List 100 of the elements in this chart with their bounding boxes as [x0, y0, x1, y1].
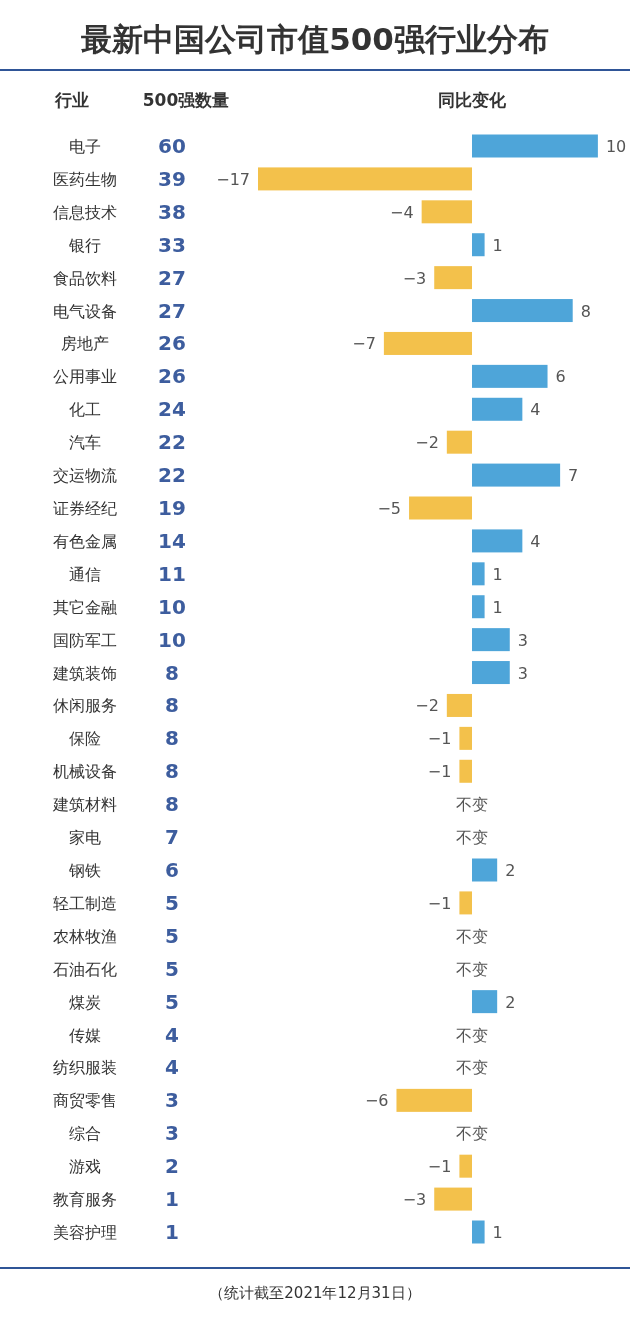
y-tick-label: 传媒 — [69, 1025, 101, 1045]
data-label: 8 — [580, 301, 591, 321]
data-label: −4 — [390, 202, 414, 222]
y-tick-label: 证券经纪 — [53, 499, 117, 518]
bar — [459, 726, 472, 750]
data-label: 22 — [158, 463, 186, 488]
y-tick-label: 交运物流 — [53, 466, 117, 486]
bar — [409, 496, 472, 520]
data-label: 27 — [158, 298, 186, 323]
data-label: 27 — [158, 265, 186, 290]
y-tick-label: 房地产 — [61, 334, 109, 354]
y-tick-label: 机械设备 — [53, 762, 117, 782]
bar — [446, 693, 472, 717]
data-label: 不变 — [456, 795, 488, 815]
bar — [383, 331, 472, 355]
bar — [396, 1088, 472, 1112]
y-tick-label: 公用事业 — [53, 367, 117, 387]
data-label: −5 — [377, 499, 402, 518]
y-tick-label: 信息技术 — [53, 202, 117, 222]
data-label: 5 — [165, 989, 179, 1014]
data-label: 60 — [158, 134, 186, 158]
data-label: 39 — [158, 166, 186, 191]
y-tick-label: 石油石化 — [53, 959, 117, 979]
data-label: 6 — [165, 858, 179, 882]
data-label: 8 — [165, 660, 179, 685]
data-label: 7 — [568, 466, 579, 486]
bar — [446, 430, 472, 454]
bar — [472, 990, 498, 1014]
data-label: −1 — [427, 1157, 452, 1177]
y-tick-label: 化工 — [69, 400, 101, 420]
data-label: 3 — [517, 630, 528, 650]
bar — [472, 858, 498, 882]
data-label: −2 — [415, 696, 439, 716]
data-label: 不变 — [456, 959, 488, 979]
bar — [472, 299, 573, 323]
data-label: 2 — [165, 1154, 179, 1179]
y-tick-label: 有色金属 — [53, 531, 117, 551]
data-label: 38 — [158, 199, 186, 224]
y-tick-label: 医药生物 — [53, 169, 117, 189]
data-label: −3 — [402, 1190, 427, 1210]
data-label: 3 — [165, 1088, 179, 1113]
data-label: 4 — [165, 1055, 179, 1080]
bar — [472, 397, 523, 421]
data-label: 不变 — [456, 1124, 488, 1144]
data-label: −6 — [364, 1091, 389, 1111]
y-tick-label: 轻工制造 — [53, 893, 117, 913]
data-label: 不变 — [456, 926, 488, 946]
data-label: 8 — [165, 792, 179, 817]
y-tick-label: 国防军工 — [53, 630, 117, 650]
x-axis-title: 同比变化 — [438, 90, 507, 110]
data-label: 3 — [517, 663, 528, 683]
y-tick-label: 纺织服装 — [53, 1058, 117, 1078]
bar — [472, 562, 485, 586]
y-tick-label: 综合 — [69, 1124, 101, 1144]
data-label: 24 — [158, 397, 186, 422]
bar — [472, 233, 485, 257]
bar — [472, 134, 598, 158]
bar — [459, 1154, 472, 1178]
y-tick-label: 其它金融 — [53, 597, 117, 617]
data-label: 8 — [165, 759, 179, 784]
y-tick-label: 农林牧渔 — [53, 926, 117, 946]
data-label: 2 — [505, 861, 516, 880]
bar — [472, 529, 523, 553]
data-label: 8 — [165, 726, 179, 751]
bar — [434, 266, 472, 290]
data-label: 33 — [158, 232, 186, 257]
data-label: 不变 — [456, 1058, 488, 1078]
data-label: 4 — [165, 1022, 179, 1047]
y-tick-label: 汽车 — [69, 433, 101, 453]
data-label: 11 — [158, 561, 186, 586]
bar — [472, 628, 510, 652]
data-label: 7 — [165, 825, 179, 850]
y-tick-label: 游戏 — [69, 1157, 101, 1177]
data-label: 5 — [165, 956, 179, 981]
data-label: 10 — [158, 627, 186, 652]
y-tick-label: 休闲服务 — [53, 696, 117, 716]
data-label: −1 — [427, 762, 452, 782]
data-label: 22 — [158, 430, 186, 455]
data-label: 10 — [158, 594, 186, 619]
bar — [434, 1187, 472, 1211]
bar — [472, 463, 561, 487]
y-tick-label: 电气设备 — [53, 301, 117, 321]
bar — [472, 595, 485, 619]
y-tick-label: 通信 — [69, 564, 101, 584]
data-label: 2 — [505, 992, 516, 1012]
bar — [472, 1220, 485, 1244]
data-label: −7 — [352, 334, 376, 354]
data-label: 8 — [165, 693, 179, 718]
bar — [459, 759, 472, 783]
y-tick-label: 建筑材料 — [52, 795, 117, 815]
data-label: 1 — [492, 597, 503, 617]
data-label: 5 — [165, 923, 179, 948]
data-label: 5 — [165, 890, 179, 915]
text: （统计截至2021年12月31日） — [209, 1284, 421, 1302]
bar — [472, 661, 510, 685]
text: 500强数量 — [142, 90, 230, 110]
data-label: 不变 — [456, 828, 488, 848]
y-tick-label: 钢铁 — [68, 861, 101, 880]
data-label: −1 — [427, 729, 452, 749]
data-label: 1 — [492, 564, 503, 584]
